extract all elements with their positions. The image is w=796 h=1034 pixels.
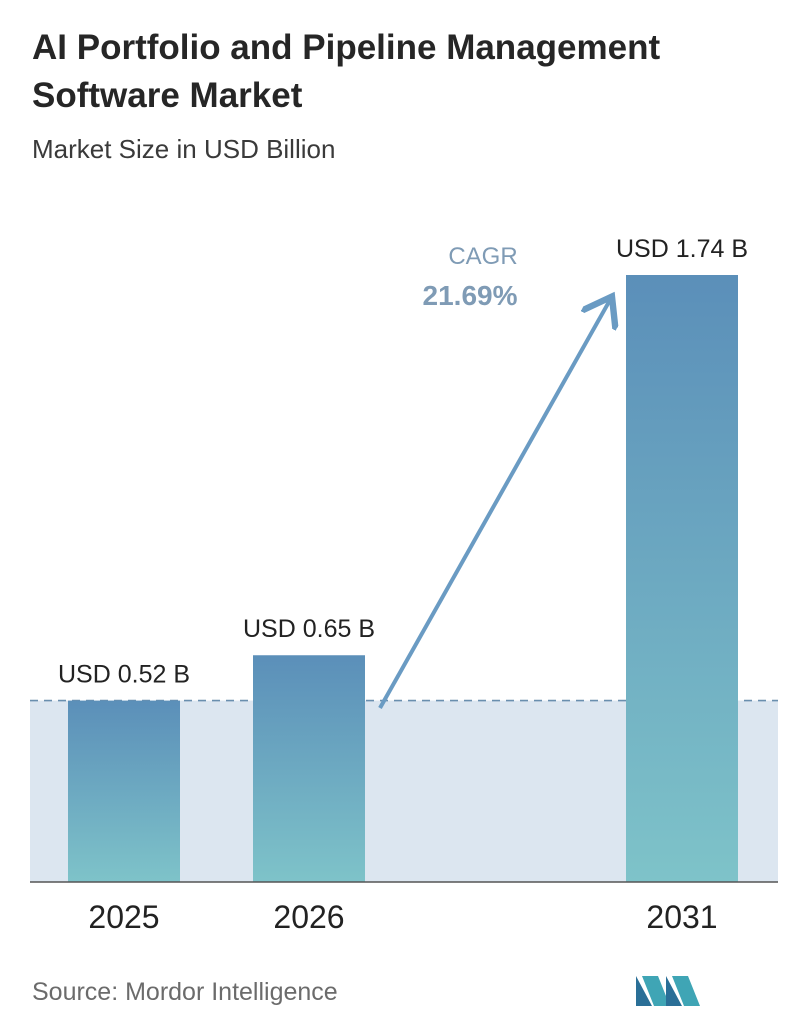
chart-subtitle: Market Size in USD Billion (32, 134, 336, 164)
cagr-label: CAGR (448, 243, 517, 270)
bar-2026 (253, 655, 365, 882)
cagr-value: 21.69% (423, 280, 518, 311)
data-label-2031: USD 1.74 B (616, 235, 748, 263)
source-note: Source: Mordor Intelligence (32, 978, 338, 1006)
mordor-intelligence-logo-icon (636, 976, 700, 1006)
bar-chart: USD 0.52 B 2025 USD 0.65 B 2026 USD 1.74 B 20… (30, 235, 778, 935)
x-tick-2031: 2031 (646, 899, 717, 935)
x-tick-2025: 2025 (88, 899, 159, 935)
data-label-2026: USD 0.65 B (243, 615, 375, 643)
cagr-arrow (378, 300, 610, 709)
chart-title: AI Portfolio and Pipeline Management Sof… (32, 28, 661, 115)
data-label-2025: USD 0.52 B (58, 661, 190, 689)
x-tick-2026: 2026 (273, 899, 344, 935)
bar-2031 (626, 275, 738, 882)
bar-2025 (68, 700, 180, 882)
